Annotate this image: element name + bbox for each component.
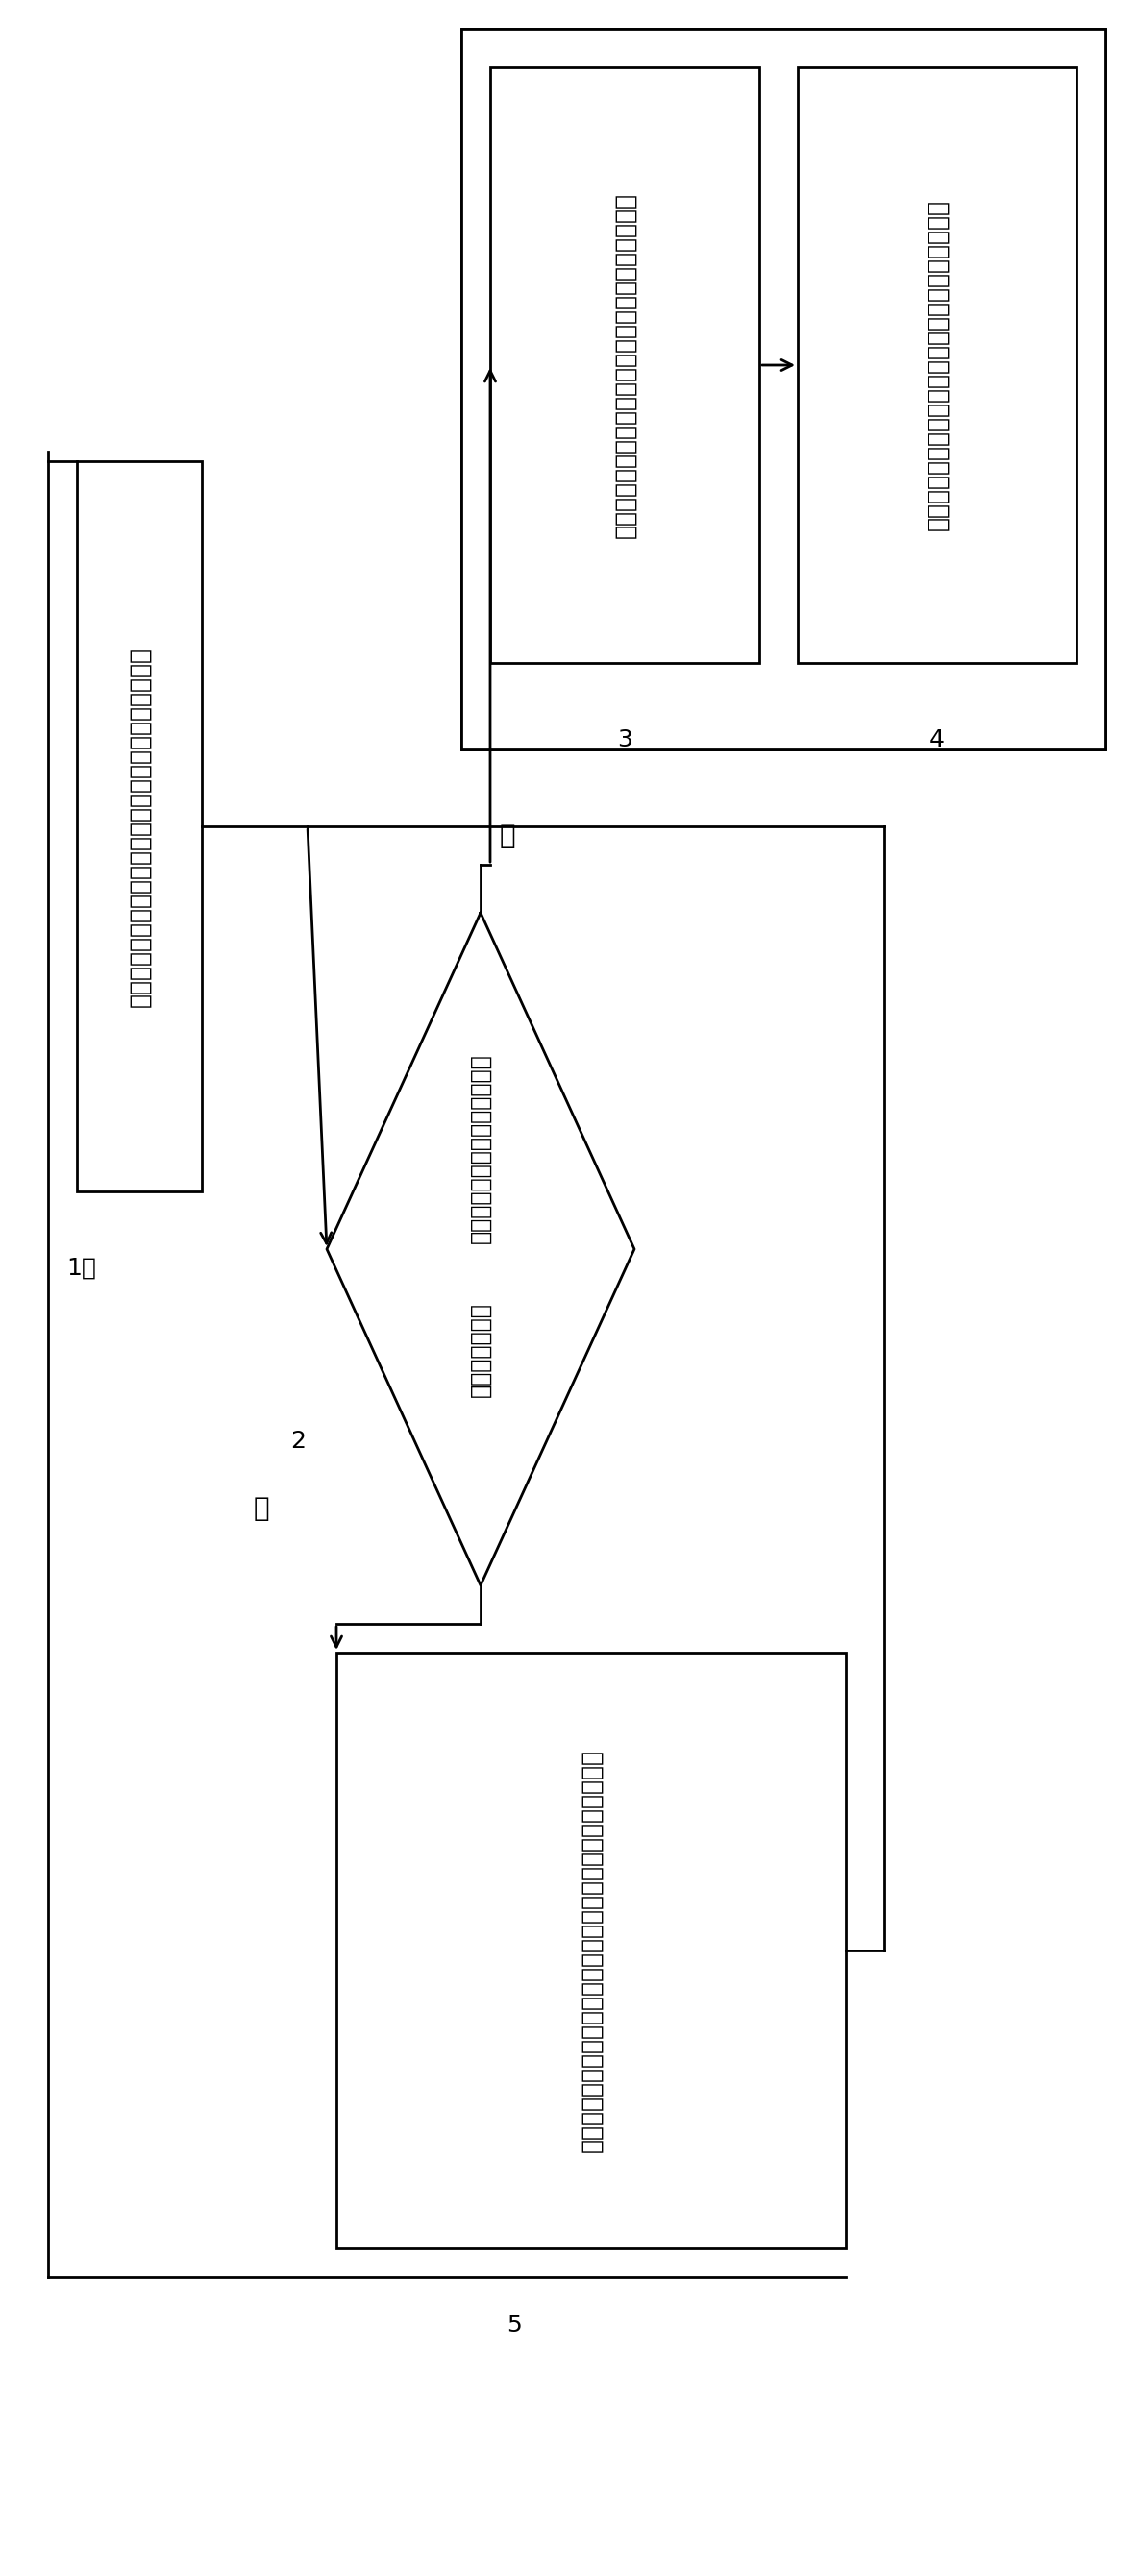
- Text: 5: 5: [506, 2313, 522, 2336]
- Text: 3: 3: [617, 729, 633, 752]
- Bar: [798, 67, 1077, 662]
- Text: 背板处理器根據所接收的温度資料來控制所對應的風扇組的轉速: 背板处理器根據所接收的温度資料來控制所對應的風扇組的轉速: [579, 1749, 603, 2154]
- Text: 背板处理器接收来自所对应散热区域的服务器的温度資料: 背板处理器接收来自所对应散热区域的服务器的温度資料: [127, 647, 151, 1007]
- Text: 背板处理器發送所接收到的温度資料至機櫃管理控制器: 背板处理器發送所接收到的温度資料至機櫃管理控制器: [613, 193, 636, 538]
- Bar: [77, 461, 201, 1193]
- Bar: [337, 1654, 846, 2249]
- Text: 4: 4: [930, 729, 945, 752]
- Text: 是否運作正常？: 是否運作正常？: [469, 1303, 492, 1396]
- Bar: [461, 28, 1105, 750]
- Text: 2: 2: [290, 1430, 306, 1453]
- Text: 機櫃管理控制器控制背板處理器所對應風扇組的轉速: 機櫃管理控制器控制背板處理器所對應風扇組的轉速: [925, 198, 949, 531]
- Bar: [490, 67, 759, 662]
- Text: 是: 是: [500, 822, 516, 850]
- Text: 1～: 1～: [67, 1257, 97, 1280]
- Text: 否: 否: [253, 1494, 269, 1522]
- Text: 背板处理器判斷機櫃管理控制器: 背板处理器判斷機櫃管理控制器: [469, 1054, 492, 1244]
- Bar: [461, 28, 1105, 750]
